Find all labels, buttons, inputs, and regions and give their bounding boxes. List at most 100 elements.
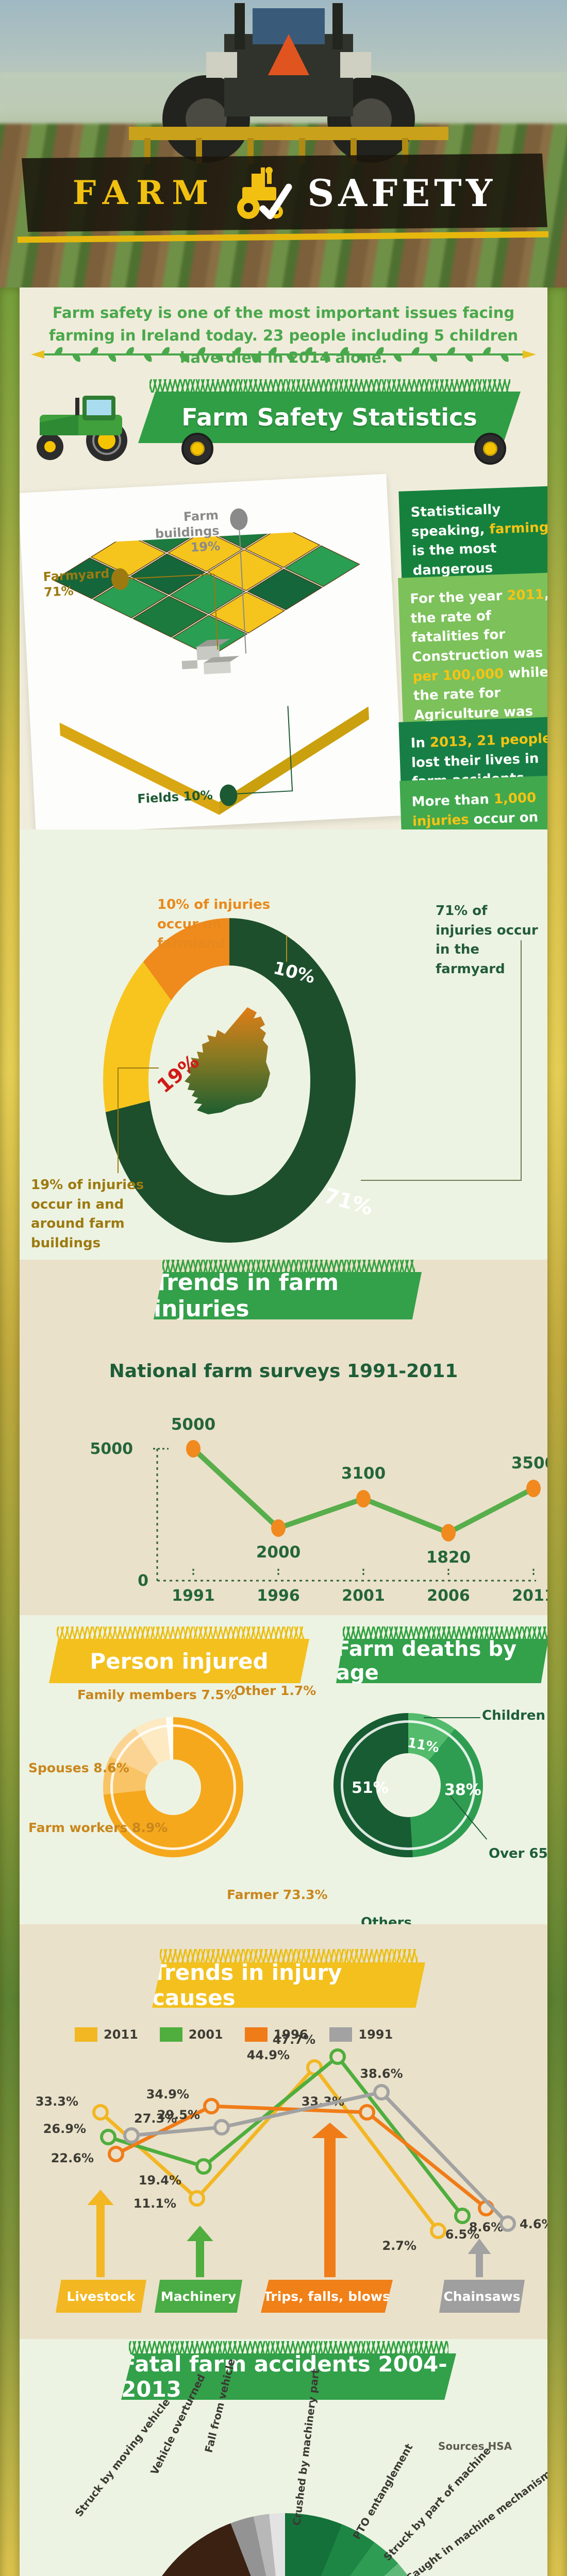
- tractor-check-icon: [237, 167, 292, 219]
- surveys-line-chart: 5000050001991200019963100200118202006350…: [90, 1415, 556, 1605]
- person-banner-text: Person injured: [90, 1648, 269, 1674]
- logo-farm-text: FARM: [72, 173, 217, 212]
- ireland-donut-chart: [103, 918, 356, 1243]
- label-other-injured: Other 1.7%: [235, 1683, 316, 1698]
- causes-banner: Trends in injury causes: [152, 1962, 425, 2008]
- svg-text:3100: 3100: [341, 1464, 386, 1483]
- label-injuries-farmyard: 71% of injuries occur in the farmyard: [436, 903, 538, 977]
- label-injuries-buildings: 19% of injuries occur in and around farm…: [31, 1177, 144, 1251]
- deaths-banner-text: Farm deaths by age: [336, 1637, 517, 1685]
- svg-text:11.1%: 11.1%: [134, 2196, 176, 2211]
- svg-text:1996: 1996: [257, 1587, 300, 1605]
- donut-inner-ring: [341, 1720, 476, 1850]
- svg-text:19.4%: 19.4%: [139, 2173, 181, 2188]
- sources-note: Sources HSA: [438, 2440, 512, 2452]
- category-banner-chainsaws: Chainsaws: [439, 2280, 525, 2313]
- person-injured-donut: [103, 1717, 243, 1857]
- ireland-donut-section: 10% of injuries occur on farmland 71% of…: [0, 829, 567, 1260]
- persons-section: Person injured Farm deaths by age Family…: [0, 1615, 567, 1930]
- svg-text:1991: 1991: [172, 1587, 215, 1605]
- label-farm-workers: Farm workers 8.9%: [28, 1820, 168, 1835]
- svg-text:5000: 5000: [90, 1440, 134, 1458]
- legend-item-1991: 1991: [329, 2027, 393, 2042]
- label-children: Children: [482, 1708, 545, 1723]
- svg-text:22.6%: 22.6%: [51, 2151, 94, 2165]
- value-51: 51%: [352, 1779, 389, 1797]
- map-dot-buildings: [229, 507, 248, 531]
- donut-hole: [145, 1759, 201, 1815]
- injuries-banner-text: Trends in farm injuries: [154, 1269, 339, 1322]
- svg-text:29.5%: 29.5%: [157, 2108, 200, 2122]
- grass-fringe: [57, 1626, 304, 1640]
- conn-farmland: [286, 935, 287, 962]
- svg-text:1820: 1820: [426, 1548, 471, 1567]
- svg-text:2000: 2000: [256, 1543, 301, 1562]
- person-injured-banner: Person injured: [49, 1639, 309, 1683]
- causes-banner-text: Trends in injury causes: [152, 1960, 342, 2010]
- trailer-wheel-left: [181, 433, 213, 465]
- surveys-section: Trends in farm injuries National farm su…: [0, 1260, 567, 1615]
- conn-farmyard-h: [361, 1180, 522, 1181]
- svg-text:6.5%: 6.5%: [445, 2227, 480, 2242]
- causes-section: Trends in injury causes 2011 2001 1996 1991…: [0, 1924, 567, 2339]
- vine-divider: [31, 347, 536, 362]
- fatal-banner: Fatal farm accidents 2004-2013: [121, 2353, 456, 2400]
- stats-banner-title: Farm Safety Statistics: [181, 403, 477, 431]
- grass-fringe: [149, 379, 510, 393]
- svg-text:2.7%: 2.7%: [382, 2239, 416, 2253]
- label-injuries-farmland: 10% of injuries occur on farmland: [157, 897, 271, 952]
- intro-text: Farm safety is one of the most important…: [48, 304, 519, 366]
- ireland-map: [185, 1007, 270, 1114]
- farm-buildings-3d: [181, 639, 240, 674]
- legend-item-2011: 2011: [75, 2027, 138, 2042]
- conn-buildings-h: [118, 1067, 159, 1069]
- svg-text:34.9%: 34.9%: [146, 2087, 189, 2102]
- farm-safety-logo-banner: FARM SAFETY: [22, 154, 547, 232]
- map-label-farm-buildings: Farm buildings 19%: [155, 507, 221, 555]
- tractor-photo-illustration: [129, 3, 448, 164]
- left-wheat-border: [0, 287, 20, 2576]
- causes-line-chart: 33.3% 11.1% 44.9% 2.7% 26.9% 19.4% 47.7% 6.5% 22…: [36, 2032, 554, 2277]
- right-wheat-border: [547, 287, 567, 2576]
- svg-text:47.7%: 47.7%: [273, 2032, 315, 2047]
- tractor-icon-left: [37, 396, 127, 461]
- svg-text:2006: 2006: [427, 1587, 470, 1605]
- svg-text:33.3%: 33.3%: [36, 2094, 78, 2109]
- label-family-members: Family members 7.5%: [77, 1687, 237, 1702]
- category-banner-machinery: Machinery: [155, 2280, 242, 2313]
- conn-buildings-v: [118, 1067, 119, 1173]
- conn-farmyard-v: [521, 940, 522, 1180]
- ireland-donut-hole: [148, 965, 310, 1195]
- conn-children: [424, 1717, 480, 1718]
- injuries-banner: Trends in farm injuries: [154, 1272, 422, 1319]
- category-banner-trips-falls-blows: Trips, falls, blows: [261, 2280, 393, 2313]
- logo-safety-text: SAFETY: [307, 171, 497, 215]
- header-photo: FARM SAFETY: [0, 0, 567, 287]
- grass-fringe: [162, 1260, 415, 1273]
- donut-hole: [376, 1753, 441, 1817]
- causes-legend: 2011 2001 1996 1991: [75, 2027, 393, 2042]
- svg-text:5000: 5000: [171, 1415, 215, 1434]
- fatal-section: Fatal farm accidents 2004-2013 Sources H…: [0, 2339, 567, 2576]
- legend-item-1996: 1996: [244, 2027, 308, 2042]
- label-farmer: Farmer 73.3%: [227, 1887, 328, 1902]
- label-spouses: Spouses 8.6%: [28, 1760, 129, 1775]
- stats-section: Farm buildings 19% Farmyard 71% Fields 1…: [0, 473, 567, 864]
- pie-label-pto-entanglement: PTO entanglement: [350, 2441, 415, 2541]
- intro-section: Farm safety is one of the most important…: [0, 287, 567, 479]
- category-banner-livestock: Livestock: [56, 2280, 146, 2313]
- svg-text:8.6%: 8.6%: [469, 2220, 504, 2234]
- svg-text:44.9%: 44.9%: [247, 2048, 290, 2062]
- legend-item-2001: 2001: [159, 2027, 223, 2042]
- svg-text:2001: 2001: [342, 1587, 385, 1605]
- trailer-wheel-right: [474, 433, 506, 465]
- farm-deaths-banner: Farm deaths by age: [336, 1639, 548, 1683]
- farm-map-panel: Farm buildings 19% Farmyard 71% Fields 1…: [18, 473, 404, 835]
- svg-text:26.9%: 26.9%: [43, 2122, 86, 2136]
- grass-fringe: [160, 1949, 418, 1962]
- fatal-banner-text: Fatal farm accidents 2004-2013: [121, 2351, 447, 2402]
- label-over65: Over 65: [489, 1846, 548, 1861]
- map-label-farmyard: Farmyard 71%: [42, 566, 110, 600]
- ireland-ring-value-71%: 71%: [321, 1183, 376, 1221]
